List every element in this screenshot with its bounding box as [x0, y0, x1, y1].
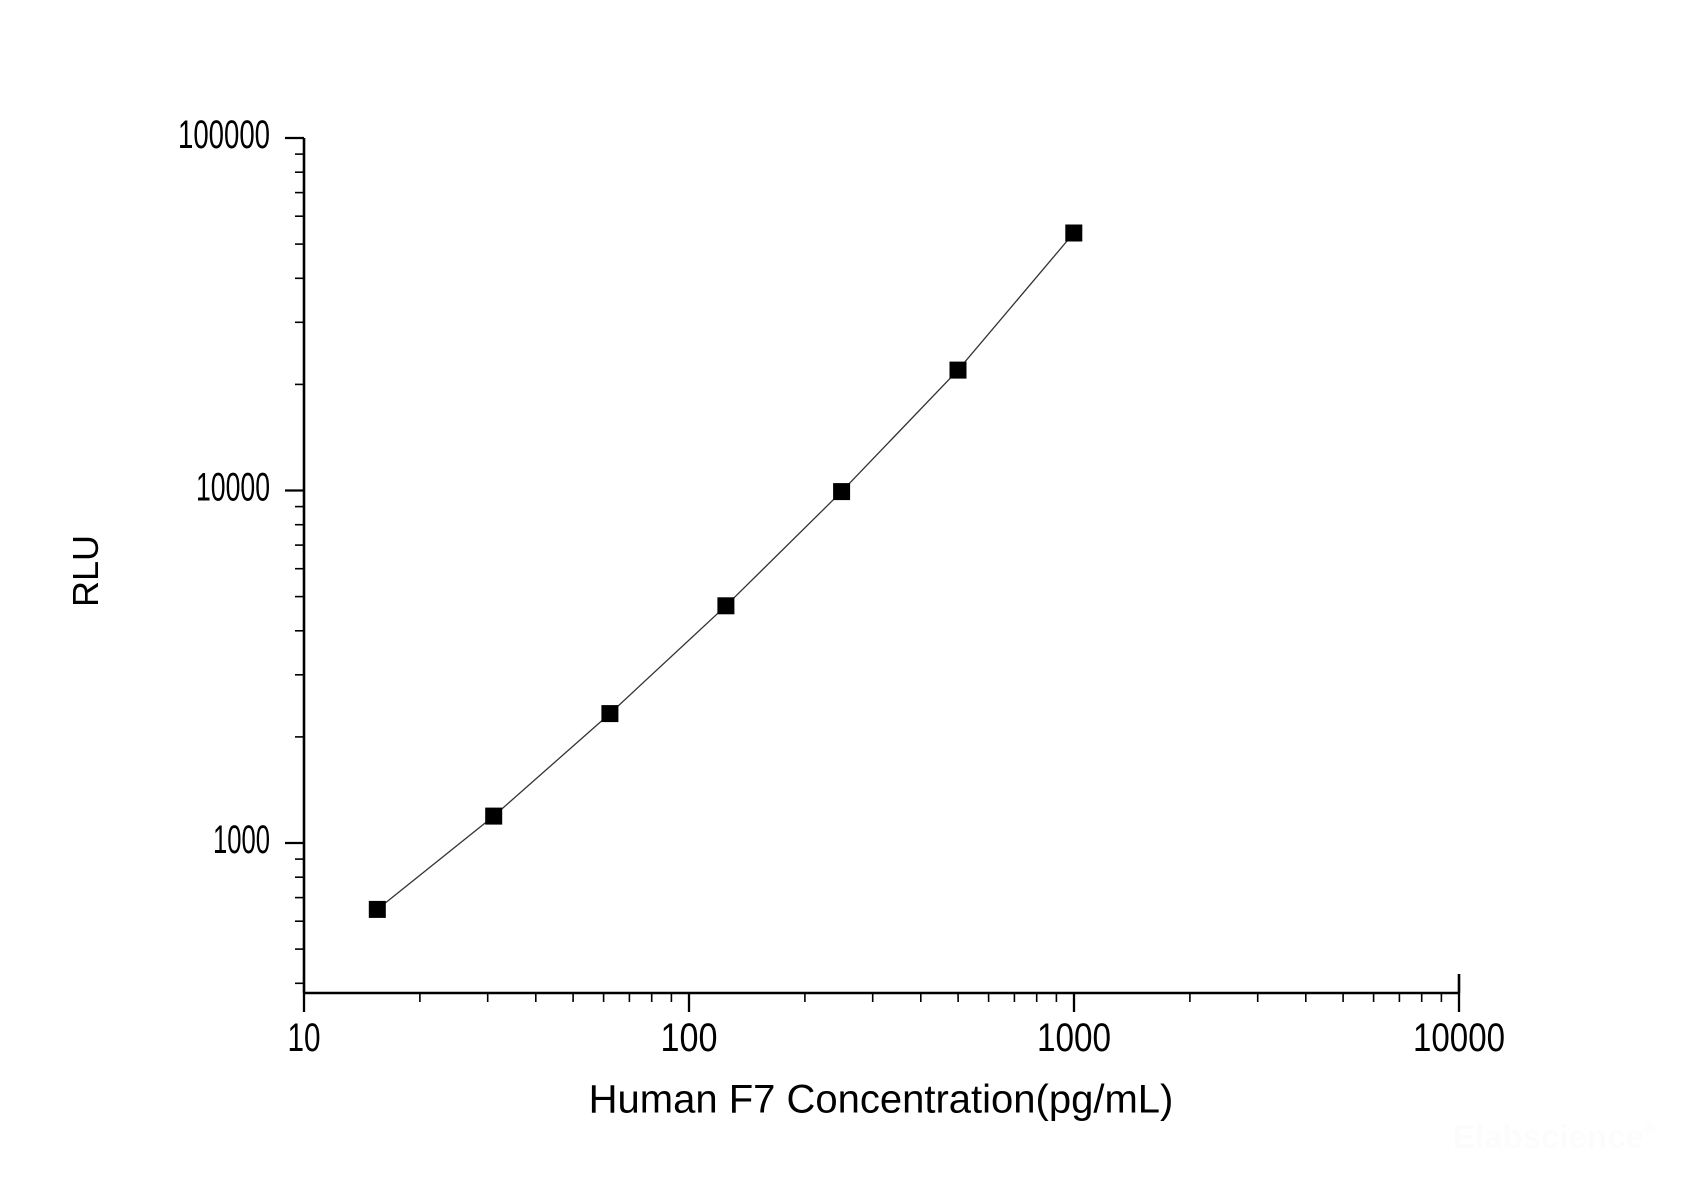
svg-text:10000: 10000	[196, 466, 270, 510]
svg-text:1000: 1000	[213, 818, 270, 862]
svg-text:10000: 10000	[1413, 1016, 1505, 1060]
svg-text:1000: 1000	[1037, 1016, 1111, 1060]
svg-text:10: 10	[288, 1016, 321, 1060]
svg-text:100: 100	[661, 1016, 718, 1060]
svg-text:100000: 100000	[178, 113, 270, 157]
